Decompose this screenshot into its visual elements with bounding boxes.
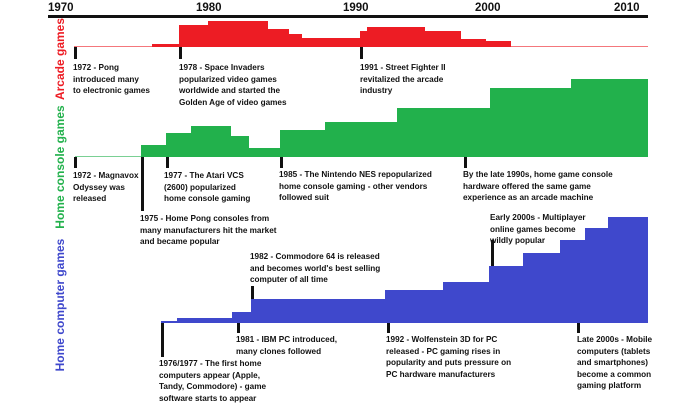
series-step bbox=[385, 290, 443, 323]
arcade-games-label: Arcade games bbox=[53, 17, 67, 101]
series-step bbox=[289, 34, 302, 47]
series-step bbox=[208, 21, 268, 47]
series-step bbox=[302, 38, 360, 47]
note-1981-ibm-pc: 1981 - IBM PC introduced, many clones fo… bbox=[236, 335, 337, 356]
marker-1972-magnavox bbox=[74, 157, 77, 168]
timeline-axis bbox=[48, 15, 648, 18]
series-step bbox=[425, 31, 461, 47]
note-1992-wolfenstein: 1992 - Wolfenstein 3D for PC released - … bbox=[386, 335, 512, 379]
series-step bbox=[560, 240, 585, 323]
series-step bbox=[74, 45, 152, 47]
note-late-1990s: By the late 1990s, home game console har… bbox=[463, 170, 613, 202]
series-step bbox=[360, 31, 367, 47]
series-step bbox=[585, 228, 608, 323]
note-1972-magnavox: 1972 - Magnavox Odyssey was released bbox=[73, 171, 139, 203]
year-label-2010: 2010 bbox=[614, 2, 640, 14]
marker-1978-space-invaders bbox=[179, 47, 182, 59]
marker-1992-wolfenstein bbox=[387, 323, 390, 333]
marker-1972-pong bbox=[74, 47, 77, 59]
note-early-2000s: Early 2000s - Multiplayer online games b… bbox=[490, 213, 586, 245]
series-step bbox=[249, 148, 280, 157]
year-label-1970: 1970 bbox=[48, 2, 74, 14]
marker-1982-c64 bbox=[251, 286, 254, 299]
home-computer-games-label: Home computer games bbox=[53, 238, 67, 372]
marker-1977-atari bbox=[166, 157, 169, 168]
series-step bbox=[490, 88, 571, 157]
series-step bbox=[486, 41, 511, 47]
series-step bbox=[161, 321, 177, 323]
series-step bbox=[367, 27, 425, 47]
note-1985-nes: 1985 - The Nintendo NES repopularized ho… bbox=[279, 170, 432, 202]
series-step bbox=[325, 122, 397, 157]
series-step bbox=[397, 108, 490, 157]
marker-early-2000s bbox=[491, 240, 494, 266]
series-step bbox=[511, 45, 648, 47]
marker-late-1990s bbox=[464, 157, 467, 168]
series-step bbox=[489, 266, 523, 323]
note-late-2000s: Late 2000s - Mobile computers (tablets a… bbox=[577, 335, 653, 390]
note-1977-atari: 1977 - The Atari VCS (2600) popularized … bbox=[164, 171, 251, 203]
series-step bbox=[268, 29, 289, 47]
series-step bbox=[75, 155, 141, 157]
series-step bbox=[461, 39, 486, 47]
series-step bbox=[571, 79, 648, 157]
marker-1991-street-fighter bbox=[360, 47, 363, 59]
note-1976-first-home: 1976/1977 - The first home computers app… bbox=[159, 359, 267, 403]
year-label-2000: 2000 bbox=[475, 2, 501, 14]
marker-1981-ibm-pc bbox=[237, 323, 240, 333]
marker-1975-home-pong bbox=[141, 157, 144, 211]
marker-late-2000s bbox=[577, 323, 580, 333]
series-step bbox=[443, 282, 489, 323]
series-step bbox=[177, 318, 232, 323]
marker-1976-first-home bbox=[161, 323, 164, 357]
series-step bbox=[166, 133, 191, 157]
note-1972-pong: 1972 - Pong introduced many to electroni… bbox=[73, 63, 150, 95]
note-1991-street-fighter: 1991 - Street Fighter II revitalized the… bbox=[360, 63, 446, 95]
note-1978-space-invaders: 1978 - Space Invaders popularized video … bbox=[179, 63, 287, 107]
marker-1985-nes bbox=[280, 157, 283, 168]
series-step bbox=[232, 312, 251, 323]
series-step bbox=[523, 253, 560, 323]
home-console-games-label: Home console games bbox=[53, 105, 67, 229]
series-step bbox=[608, 217, 648, 323]
year-label-1990: 1990 bbox=[343, 2, 369, 14]
series-step bbox=[251, 299, 385, 323]
series-step bbox=[231, 136, 249, 157]
series-step bbox=[152, 44, 179, 47]
series-step bbox=[179, 25, 208, 47]
series-step bbox=[280, 130, 325, 157]
year-label-1980: 1980 bbox=[196, 2, 222, 14]
note-1982-c64: 1982 - Commodore 64 is released and beco… bbox=[250, 252, 381, 284]
note-1975-home-pong: 1975 - Home Pong consoles from many manu… bbox=[140, 214, 277, 246]
series-step bbox=[141, 145, 166, 157]
series-step bbox=[191, 126, 231, 157]
